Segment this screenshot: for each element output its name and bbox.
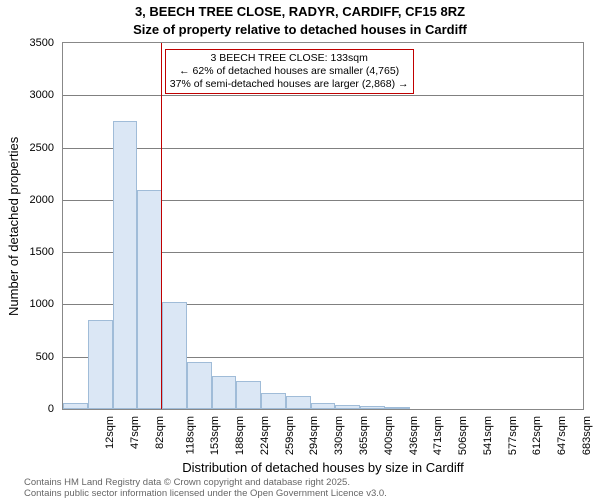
x-tick-label: 47sqm (129, 416, 141, 449)
y-tick-label: 3000 (30, 89, 54, 101)
x-axis-ticks: 12sqm 47sqm 82sqm 118sqm 153sqm 188sqm 224sqm 2… (62, 412, 584, 462)
x-tick-label: 294sqm (309, 416, 321, 455)
histogram-bar (137, 190, 162, 409)
y-tick-label: 0 (48, 403, 54, 415)
grid-line (63, 95, 583, 96)
footer-line2: Contains public sector information licen… (24, 489, 387, 500)
histogram-bar (286, 396, 311, 409)
x-tick-label: 365sqm (358, 416, 370, 455)
x-tick-label: 471sqm (432, 416, 444, 455)
x-tick-label: 224sqm (259, 416, 271, 455)
x-tick-label: 436sqm (408, 416, 420, 455)
annotation-box: 3 BEECH TREE CLOSE: 133sqm← 62% of detac… (165, 49, 414, 94)
property-marker-line (161, 43, 162, 409)
x-tick-label: 400sqm (383, 416, 395, 455)
x-tick-label: 118sqm (184, 416, 196, 454)
plot-area: 3 BEECH TREE CLOSE: 133sqm← 62% of detac… (62, 42, 584, 410)
annotation-line: ← 62% of detached houses are smaller (4,… (170, 65, 409, 78)
histogram-bar (212, 376, 237, 409)
histogram-bar (311, 403, 336, 409)
x-tick-label: 506sqm (457, 416, 469, 455)
x-tick-label: 647sqm (556, 416, 568, 455)
x-tick-label: 683sqm (581, 416, 593, 455)
y-tick-label: 1500 (30, 246, 54, 258)
annotation-line: 37% of semi-detached houses are larger (… (170, 78, 409, 91)
chart-title-line1: 3, BEECH TREE CLOSE, RADYR, CARDIFF, CF1… (0, 4, 600, 19)
histogram-bar (385, 407, 410, 409)
histogram-bar (88, 320, 113, 409)
y-tick-label: 1000 (30, 298, 54, 310)
histogram-bar (236, 381, 261, 409)
x-tick-label: 12sqm (104, 416, 116, 449)
x-tick-label: 577sqm (507, 416, 519, 455)
histogram-bar (113, 121, 138, 409)
histogram-bar (63, 403, 88, 409)
x-tick-label: 330sqm (333, 416, 345, 455)
x-tick-label: 153sqm (210, 416, 222, 455)
histogram-bar (162, 302, 187, 409)
property-size-chart: 3, BEECH TREE CLOSE, RADYR, CARDIFF, CF1… (0, 0, 600, 500)
x-tick-label: 541sqm (482, 416, 494, 455)
grid-line (63, 148, 583, 149)
annotation-line: 3 BEECH TREE CLOSE: 133sqm (170, 52, 409, 65)
y-tick-label: 2500 (30, 142, 54, 154)
x-tick-label: 82sqm (154, 416, 166, 449)
histogram-bar (187, 362, 212, 409)
x-tick-label: 188sqm (234, 416, 246, 455)
footer-attribution: Contains HM Land Registry data © Crown c… (24, 478, 387, 500)
x-tick-label: 612sqm (531, 416, 543, 455)
histogram-bar (360, 406, 385, 409)
y-tick-label: 3500 (30, 37, 54, 49)
y-tick-label: 2000 (30, 194, 54, 206)
x-axis-label: Distribution of detached houses by size … (62, 460, 584, 475)
histogram-bar (335, 405, 360, 409)
y-tick-label: 500 (36, 351, 54, 363)
y-axis-ticks: 0500100015002000250030003500 (0, 42, 58, 410)
x-tick-label: 259sqm (284, 416, 296, 455)
chart-title-line2: Size of property relative to detached ho… (0, 22, 600, 37)
histogram-bar (261, 393, 286, 409)
